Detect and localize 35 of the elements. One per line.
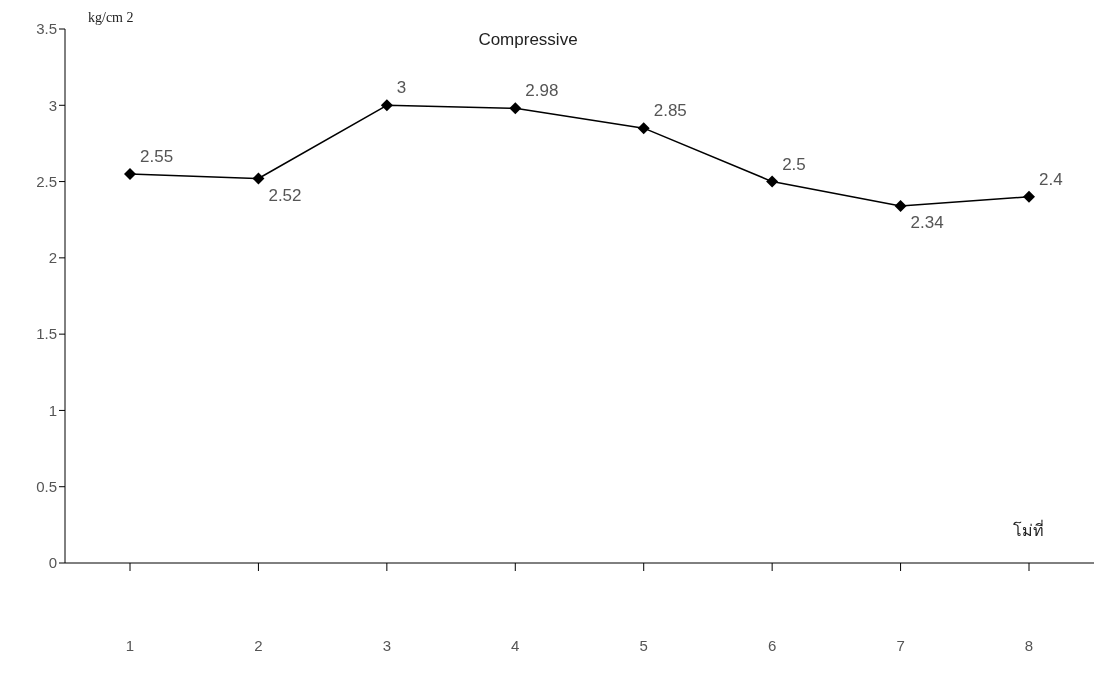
data-label: 2.34 — [910, 212, 944, 232]
x-tick-label: 8 — [1024, 637, 1034, 654]
data-label: 2.55 — [140, 146, 174, 166]
x-tick-label: 1 — [125, 637, 135, 654]
y-tick-label: 1 — [48, 401, 57, 419]
y-axis-title: kg/cm 2 — [88, 10, 134, 26]
data-label: 2.52 — [268, 185, 302, 205]
data-label: 2.5 — [782, 154, 806, 174]
x-axis-title: โม่ที่ — [1013, 519, 1044, 542]
chart-title: Compressive — [477, 30, 579, 50]
y-tick-label: 3.5 — [36, 20, 57, 38]
x-tick-label: 7 — [896, 637, 905, 654]
y-tick-label: 3 — [48, 96, 57, 114]
x-tick-label: 5 — [639, 637, 648, 654]
point — [637, 122, 650, 135]
y-tick-label: 0.5 — [36, 478, 57, 496]
point — [894, 199, 907, 212]
point — [509, 102, 522, 115]
point — [1023, 190, 1035, 203]
point — [380, 99, 393, 112]
data-label: 2.98 — [525, 81, 559, 101]
y-tick-label: 2.5 — [36, 172, 57, 190]
data-label: 2.4 — [1039, 169, 1063, 189]
data-label: 2.85 — [653, 101, 687, 121]
x-tick-label: 3 — [382, 637, 392, 654]
x-tick-label: 4 — [511, 637, 520, 654]
point — [124, 167, 136, 180]
x-tick-label: 2 — [254, 637, 263, 654]
data-label: 3 — [396, 78, 407, 98]
x-tick-label: 6 — [767, 637, 777, 654]
point — [252, 172, 265, 185]
y-tick-label: 2 — [48, 249, 57, 267]
y-tick-label: 1.5 — [36, 325, 57, 343]
point — [766, 175, 779, 188]
y-tick-label: 0 — [48, 554, 57, 572]
